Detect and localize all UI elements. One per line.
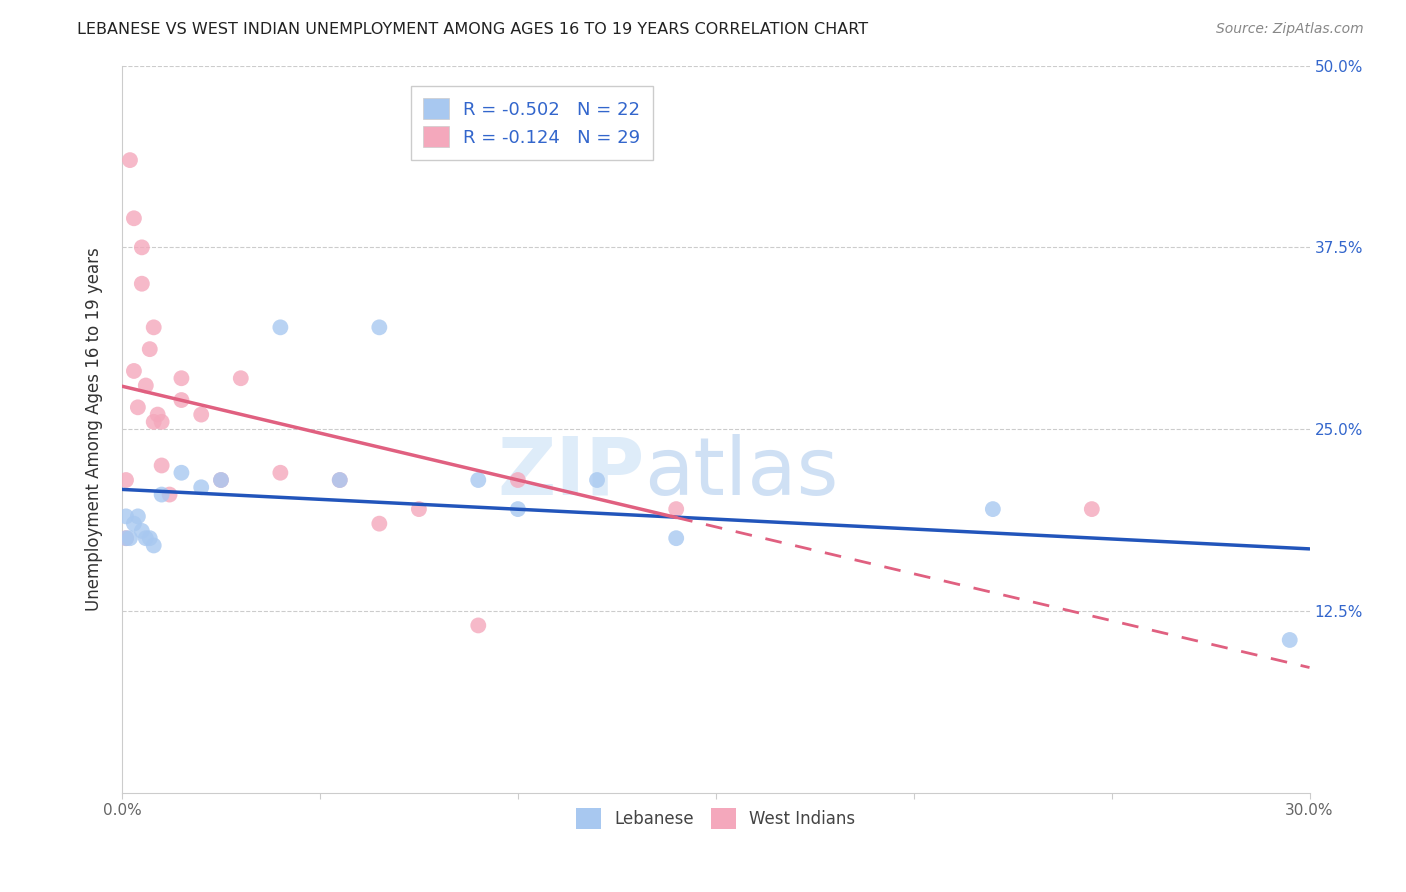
Point	[131, 277, 153, 291]
Point	[506, 473, 529, 487]
Point	[150, 458, 173, 473]
Point	[122, 516, 145, 531]
Point	[142, 538, 165, 552]
Point	[209, 473, 232, 487]
Point	[122, 211, 145, 226]
Point	[1278, 632, 1301, 647]
Point	[118, 531, 141, 545]
Point	[586, 473, 609, 487]
Text: atlas: atlas	[644, 434, 839, 512]
Point	[329, 473, 352, 487]
Point	[115, 509, 138, 524]
Point	[139, 342, 162, 356]
Point	[131, 524, 153, 538]
Text: ZIP: ZIP	[498, 434, 644, 512]
Point	[115, 531, 138, 545]
Point	[190, 408, 212, 422]
Point	[118, 153, 141, 168]
Point	[229, 371, 252, 385]
Point	[269, 320, 291, 334]
Point	[1081, 502, 1104, 516]
Point	[131, 240, 153, 254]
Text: Source: ZipAtlas.com: Source: ZipAtlas.com	[1216, 22, 1364, 37]
Point	[159, 487, 181, 501]
Point	[139, 531, 162, 545]
Point	[142, 320, 165, 334]
Point	[115, 473, 138, 487]
Point	[127, 401, 149, 415]
Point	[127, 509, 149, 524]
Point	[150, 415, 173, 429]
Point	[269, 466, 291, 480]
Text: LEBANESE VS WEST INDIAN UNEMPLOYMENT AMONG AGES 16 TO 19 YEARS CORRELATION CHART: LEBANESE VS WEST INDIAN UNEMPLOYMENT AMO…	[77, 22, 869, 37]
Point	[368, 320, 391, 334]
Point	[150, 487, 173, 501]
Point	[209, 473, 232, 487]
Point	[408, 502, 430, 516]
Point	[142, 415, 165, 429]
Point	[467, 618, 489, 632]
Point	[146, 408, 169, 422]
Point	[329, 473, 352, 487]
Point	[665, 531, 688, 545]
Point	[135, 378, 157, 392]
Point	[467, 473, 489, 487]
Point	[190, 480, 212, 494]
Point	[665, 502, 688, 516]
Legend: Lebanese, West Indians: Lebanese, West Indians	[569, 802, 862, 835]
Point	[170, 371, 193, 385]
Point	[981, 502, 1004, 516]
Point	[170, 392, 193, 407]
Point	[122, 364, 145, 378]
Point	[135, 531, 157, 545]
Point	[506, 502, 529, 516]
Y-axis label: Unemployment Among Ages 16 to 19 years: Unemployment Among Ages 16 to 19 years	[86, 247, 103, 611]
Point	[170, 466, 193, 480]
Point	[115, 531, 138, 545]
Point	[368, 516, 391, 531]
